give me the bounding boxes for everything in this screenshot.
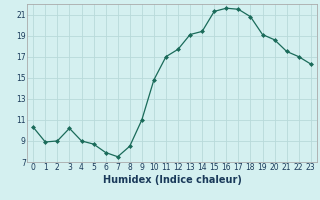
X-axis label: Humidex (Indice chaleur): Humidex (Indice chaleur) (103, 175, 241, 185)
